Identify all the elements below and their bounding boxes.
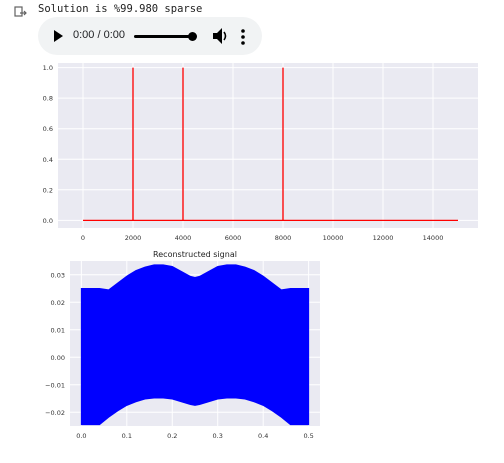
plot-1-y-tick-label: 0.4	[43, 156, 53, 164]
plot-2-title: Reconstructed signal	[153, 250, 237, 259]
plot-1-background	[58, 63, 478, 228]
plot-2-y-tick-label: −0.01	[45, 381, 65, 389]
plot-2-x-tick-label: 0.1	[122, 432, 132, 440]
plot-1-x-tick-label: 4000	[175, 234, 192, 242]
plot-1-x-tick-label: 2000	[125, 234, 142, 242]
output-area-icon	[14, 6, 27, 17]
plot-2-x-tick-label: 0.0	[76, 432, 86, 440]
plot-1-x-tick-label: 0	[81, 234, 85, 242]
plot-2-y-tick-label: 0.00	[51, 354, 65, 362]
plot-1-x-tick-label: 6000	[225, 234, 242, 242]
plot-2-y-tick-label: 0.03	[51, 271, 65, 279]
plot-2-x-tick-label: 0.2	[167, 432, 177, 440]
plot-2-y-tick-label: 0.01	[51, 326, 65, 334]
plot-1-x-tick-label: 14000	[423, 234, 444, 242]
plot-2-x-tick-label: 0.5	[303, 432, 313, 440]
seek-knob[interactable]	[188, 32, 197, 41]
stdout-text: Solution is %99.980 sparse	[38, 3, 203, 15]
time-display: 0:00 / 0:00	[73, 29, 125, 41]
plot-1-x-tick-label: 8000	[275, 234, 292, 242]
seek-bar[interactable]	[134, 35, 192, 38]
plot-2-x-tick-label: 0.3	[213, 432, 223, 440]
more-options-icon[interactable]	[241, 28, 245, 46]
plot-2-signal-area	[80, 264, 310, 426]
plot-2-y-tick-label: 0.02	[51, 299, 65, 307]
plot-1-x-tick-label: 12000	[373, 234, 394, 242]
plot-1-x-tick-label: 10000	[323, 234, 344, 242]
plot-1-y-tick-label: 0.0	[43, 217, 53, 225]
plot-1-y-tick-label: 0.8	[43, 95, 53, 103]
plot-1-y-tick-label: 0.2	[43, 186, 53, 194]
plot-2-x-tick-label: 0.4	[258, 432, 268, 440]
play-icon[interactable]	[54, 30, 63, 42]
audio-player: 0:00 / 0:00	[38, 17, 262, 55]
plot-1-y-tick-label: 1.0	[43, 64, 53, 72]
plot-1-y-tick-label: 0.6	[43, 125, 53, 133]
volume-icon[interactable]	[212, 27, 228, 45]
plot-1-series-line	[83, 67, 458, 222]
plot-2-y-tick-label: −0.02	[45, 409, 65, 417]
